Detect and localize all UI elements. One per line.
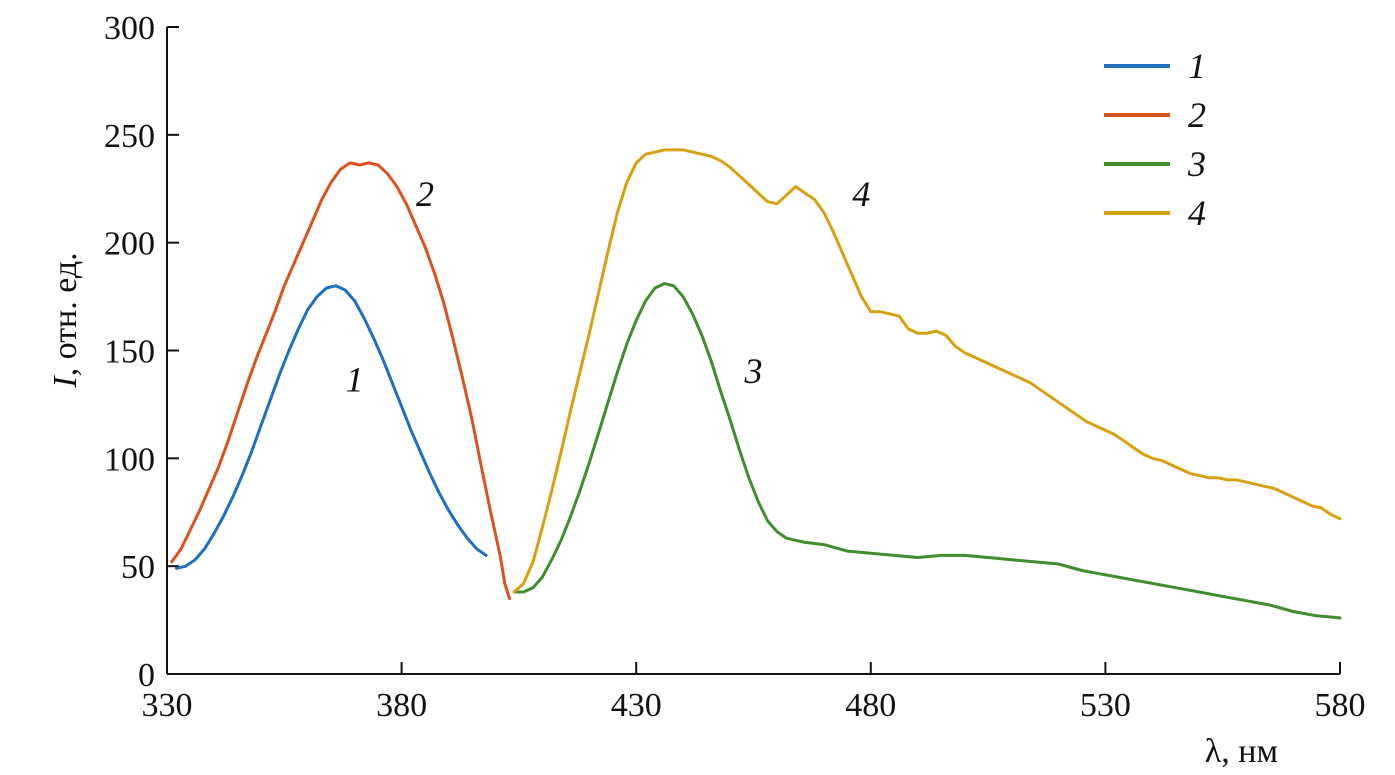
x-tick-label: 480 — [845, 687, 896, 724]
legend-label-4: 4 — [1188, 193, 1206, 233]
y-tick-label: 150 — [104, 334, 155, 371]
y-tick-label: 250 — [104, 118, 155, 155]
y-axis-symbol: I — [47, 375, 84, 389]
y-tick-label: 200 — [104, 226, 155, 263]
x-tick-label: 380 — [376, 687, 427, 724]
series-line-4 — [512, 148, 1342, 594]
y-tick-label: 0 — [138, 657, 155, 694]
y-tick-label: 300 — [104, 10, 155, 47]
legend: 1 2 3 4 — [1104, 46, 1206, 233]
x-tick-label: 580 — [1315, 687, 1366, 724]
series-group — [170, 148, 1342, 620]
x-axis-label: λ, нм — [1205, 733, 1278, 770]
curve-labels: 1 2 3 4 — [346, 174, 871, 399]
series-line-3 — [512, 282, 1342, 620]
series-line-1 — [174, 284, 488, 570]
x-tick-label: 330 — [142, 687, 193, 724]
curve-label-2: 2 — [416, 174, 434, 214]
legend-label-1: 1 — [1188, 46, 1206, 86]
x-tick-label: 530 — [1080, 687, 1131, 724]
legend-label-2: 2 — [1188, 95, 1206, 135]
curve-label-4: 4 — [852, 174, 870, 214]
curve-label-3: 3 — [744, 351, 763, 391]
y-axis-label: I, отн. ед. — [47, 252, 84, 388]
y-axis-unit: , отн. ед. — [47, 252, 84, 376]
axes: 330 380 430 480 530 580 0 50 100 150 200 250 300 λ, н… — [47, 10, 1366, 770]
x-tick-label: 430 — [611, 687, 662, 724]
y-tick-label: 100 — [104, 441, 155, 478]
curve-label-1: 1 — [346, 359, 364, 399]
y-tick-label: 50 — [121, 549, 155, 586]
series-line-2 — [170, 161, 511, 600]
legend-label-3: 3 — [1187, 144, 1206, 184]
